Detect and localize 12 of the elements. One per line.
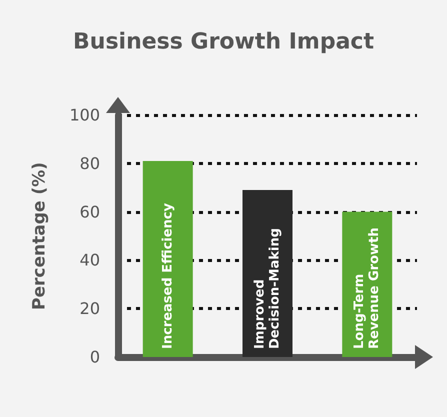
x-tick-label: Improved Decision-Making [252, 228, 282, 349]
y-tick-label: 40 [80, 250, 100, 270]
y-tick-label: 100 [69, 106, 100, 124]
y-tick-label: 60 [80, 202, 100, 222]
y-tick-label: 80 [80, 154, 100, 173]
x-tick-label: Long-Term Revenue Growth [352, 228, 382, 349]
x-tick-label: Increased Efficiency [160, 202, 176, 349]
y-tick-label: 20 [80, 299, 100, 318]
bar [142, 160, 193, 357]
chart-title: Business Growth Impact [73, 30, 374, 54]
y-tick-label: 0 [90, 348, 100, 366]
y-axis-title: Percentage (%) [30, 162, 50, 310]
